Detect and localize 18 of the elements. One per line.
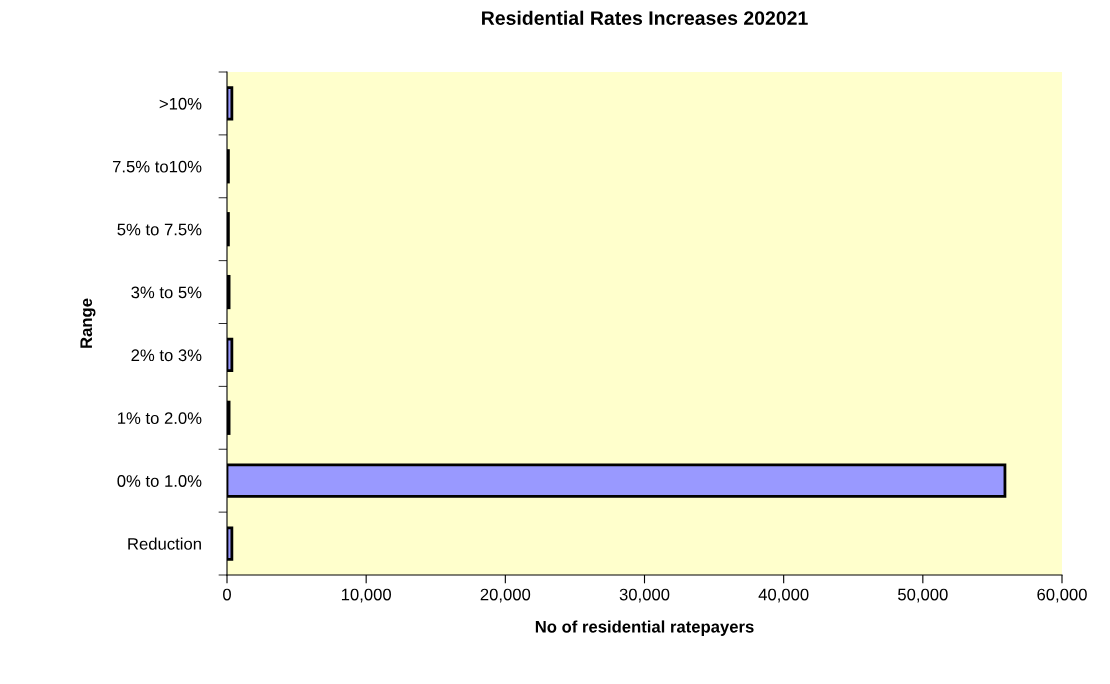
- x-tick-label: 40,000: [758, 588, 809, 603]
- y-axis-title: Range: [80, 298, 96, 348]
- y-tick-label: 7.5% to10%: [112, 160, 202, 173]
- y-tick-label: 3% to 5%: [131, 286, 202, 299]
- x-tick-label: 50,000: [898, 588, 948, 603]
- y-tick-label: 0% to 1.0%: [117, 475, 202, 487]
- y-tick-label: Reduction: [128, 537, 201, 550]
- y-tick-label: 5% to 7.5%: [117, 223, 202, 236]
- chart-title: Residential Rates Increases 202021: [482, 10, 808, 25]
- y-tick-label: 1% to 2.0%: [118, 412, 202, 425]
- x-tick-label: 20,000: [480, 588, 531, 603]
- x-tick-label: 60,000: [1037, 588, 1087, 603]
- y-tick-label: >10%: [159, 97, 202, 110]
- x-axis-title: No of residential ratepayers: [535, 620, 754, 636]
- x-tick-label: 30,000: [619, 588, 670, 603]
- y-tick-label: 2% to 3%: [131, 349, 202, 362]
- x-tick-label: 10,000: [341, 588, 392, 603]
- x-tick-label: 0: [223, 588, 231, 601]
